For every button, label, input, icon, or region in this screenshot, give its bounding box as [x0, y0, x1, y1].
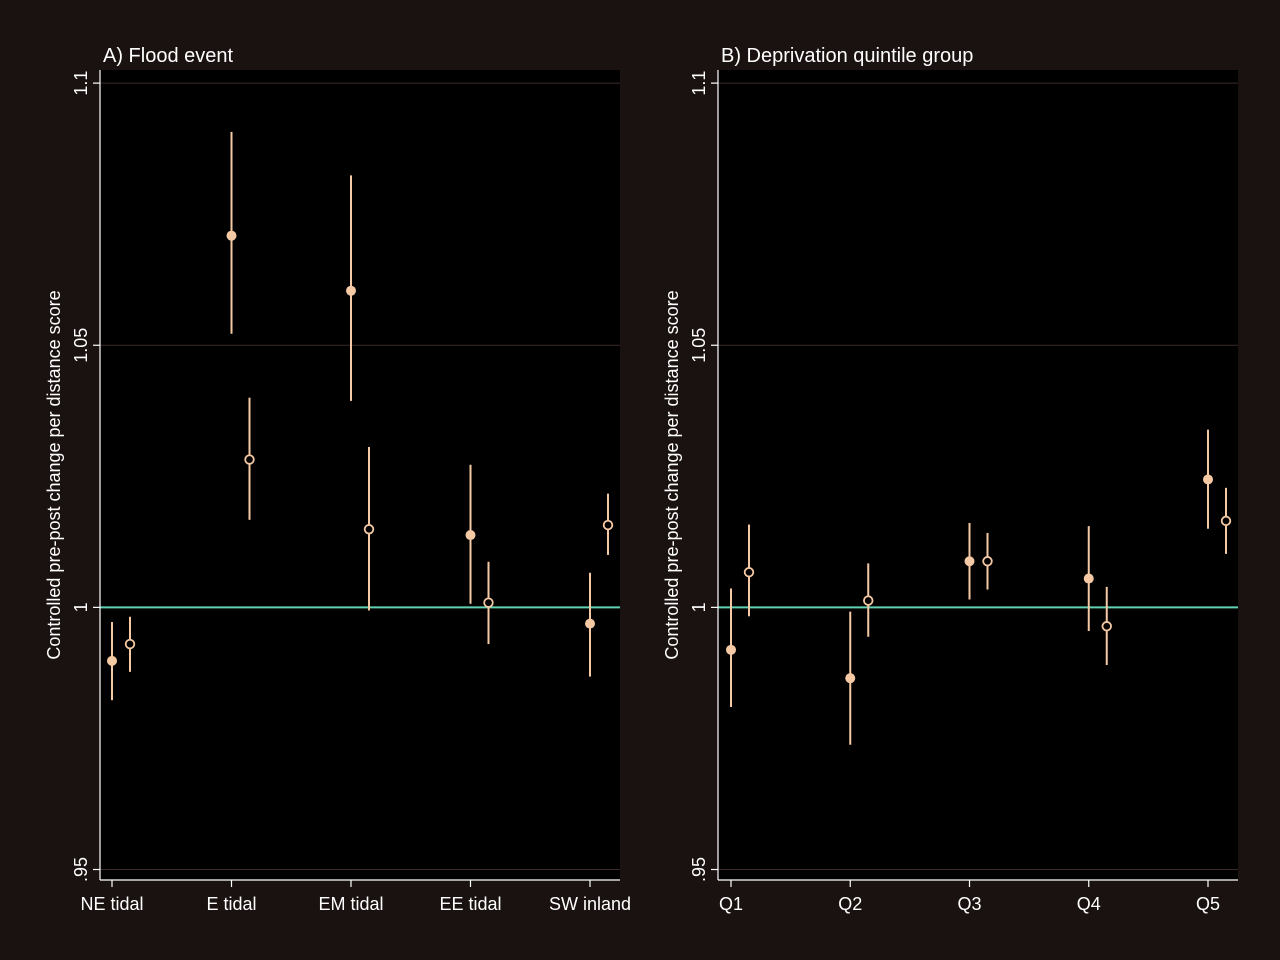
panel-title: B) Deprivation quintile group [721, 45, 973, 67]
point-filled [585, 618, 595, 629]
x-tick-label: E tidal [206, 894, 256, 914]
x-tick-label: SW inland [549, 894, 631, 914]
point-hollow [863, 595, 874, 606]
point-hollow [602, 519, 614, 531]
point-hollow [1220, 515, 1232, 527]
point-hollow [244, 454, 255, 465]
x-tick-label: EE tidal [439, 894, 501, 914]
data-marks [107, 131, 614, 701]
y-ticks: .95 1 1.05 1.1 [689, 71, 718, 882]
point-hollow [982, 556, 993, 567]
x-tick-label: EM tidal [318, 894, 383, 914]
point-filled [465, 530, 476, 541]
point-hollow [483, 597, 494, 608]
point-hollow [363, 524, 375, 535]
point-filled [964, 556, 975, 567]
y-axis-title: Controlled pre-post change per distance … [662, 290, 682, 659]
y-tick-label: 1.1 [71, 71, 91, 96]
x-tick-label: Q1 [719, 894, 743, 914]
x-tick-label: NE tidal [80, 894, 143, 914]
point-filled [107, 655, 117, 666]
panel-title: A) Flood event [103, 45, 234, 67]
point-hollow [124, 638, 136, 650]
gridlines [100, 82, 620, 871]
point-filled [726, 644, 736, 655]
point-filled [1083, 573, 1094, 584]
y-tick-label: 1.1 [689, 71, 709, 96]
gridlines [718, 82, 1238, 871]
panel-deprivation-quintile: B) Deprivation quintile group Controlled… [662, 45, 1238, 914]
point-filled [226, 230, 237, 241]
y-ticks: .95 1 1.05 1.1 [71, 71, 100, 882]
panel-flood-event: A) Flood event Controlled pre-post chang… [44, 45, 631, 914]
plot-area [718, 70, 1238, 880]
axes [717, 70, 1238, 881]
point-hollow [1101, 621, 1112, 632]
point-filled [845, 673, 856, 684]
axes [99, 70, 620, 881]
data-marks [726, 429, 1232, 745]
y-tick-label: 1 [689, 602, 709, 612]
y-tick-label: 1.05 [689, 328, 709, 363]
point-filled [1203, 474, 1213, 485]
x-tick-label: Q3 [957, 894, 981, 914]
x-tick-label: Q4 [1077, 894, 1101, 914]
x-tick-label: Q2 [838, 894, 862, 914]
y-tick-label: 1.05 [71, 328, 91, 363]
x-tick-label: Q5 [1196, 894, 1220, 914]
y-axis-title: Controlled pre-post change per distance … [44, 290, 64, 659]
x-ticks: Q1 Q2 Q3 Q4 Q5 [719, 880, 1220, 914]
plot-area [100, 70, 620, 880]
y-tick-label: 1 [71, 602, 91, 612]
x-ticks: NE tidal E tidal EM tidal EE tidal SW inland [80, 880, 631, 914]
y-tick-label: .95 [689, 857, 709, 882]
point-hollow [743, 567, 755, 578]
y-tick-label: .95 [71, 857, 91, 882]
point-filled [346, 285, 356, 296]
